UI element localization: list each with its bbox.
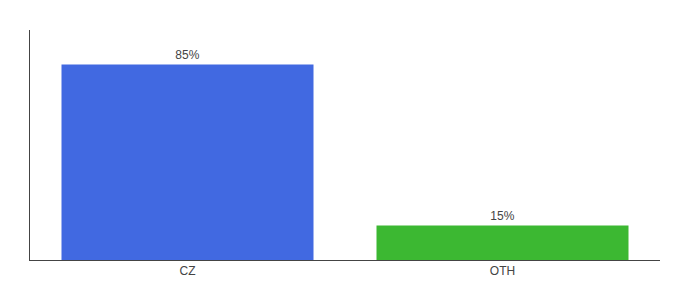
svg-text:OTH: OTH <box>490 264 515 278</box>
svg-text:15%: 15% <box>490 209 514 223</box>
svg-text:CZ: CZ <box>180 264 196 278</box>
svg-text:85%: 85% <box>175 48 199 62</box>
